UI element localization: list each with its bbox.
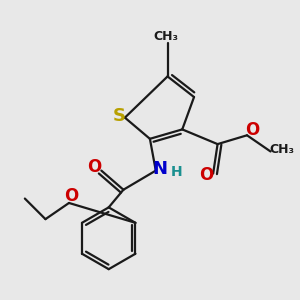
Text: O: O: [64, 187, 79, 205]
Text: H: H: [171, 165, 183, 179]
Text: S: S: [113, 107, 126, 125]
Text: CH₃: CH₃: [154, 30, 178, 43]
Text: O: O: [87, 158, 101, 176]
Text: O: O: [200, 166, 214, 184]
Text: CH₃: CH₃: [270, 143, 295, 157]
Text: N: N: [153, 160, 168, 178]
Text: O: O: [245, 121, 260, 139]
